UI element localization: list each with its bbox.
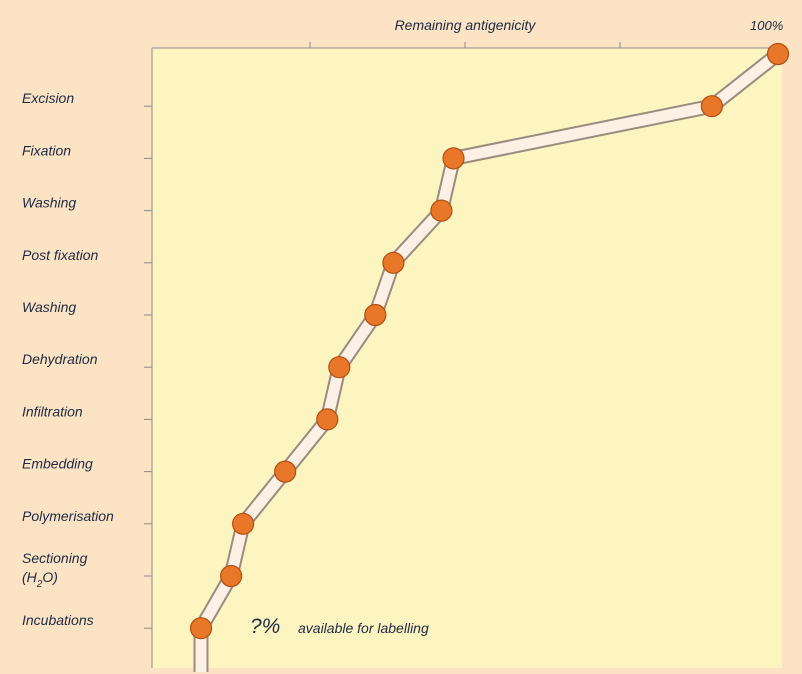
annotation: ?% available for labelling: [250, 615, 429, 638]
y-tick-label: Polymerisation: [22, 508, 114, 524]
y-tick-label: Incubations: [22, 612, 94, 628]
y-tick-label: Washing: [22, 195, 76, 211]
data-point: [232, 512, 255, 535]
data-point: [430, 199, 453, 222]
data-point: [189, 617, 213, 640]
x-ticks: [309, 42, 621, 48]
y-tick-label: Sectioning (H2O): [22, 550, 88, 590]
y-axis-labels: Excision Fixation Washing Post fixation Wash…: [22, 90, 114, 628]
y-tick-label-line2: (H: [22, 569, 38, 585]
y-tick-label: Washing: [22, 299, 76, 315]
x-axis-end-label: 100%: [750, 18, 783, 33]
y-tick-label-line2-end: O): [42, 569, 58, 585]
y-tick-label: Infiltration: [22, 403, 83, 419]
y-tick-label: Post fixation: [22, 247, 98, 263]
data-point: [766, 42, 790, 66]
data-point: [328, 356, 351, 379]
y-tick-label: Fixation: [22, 142, 71, 158]
y-tick-label: Embedding: [22, 456, 93, 472]
x-axis-title: Remaining antigenicity: [395, 17, 537, 33]
y-ticks: [144, 105, 152, 629]
data-points: [189, 42, 790, 640]
plot-area: [152, 48, 782, 668]
subscript: 2: [36, 579, 43, 590]
data-point: [220, 564, 243, 588]
data-point: [316, 408, 339, 431]
data-point: [364, 303, 387, 327]
data-point: [274, 460, 297, 483]
annotation-text: available for labelling: [298, 620, 429, 636]
y-tick-label-line1: Sectioning: [22, 550, 88, 566]
y-tick-label: Dehydration: [22, 351, 98, 367]
data-point: [700, 95, 724, 118]
annotation-mark: ?%: [250, 615, 280, 638]
y-tick-label: Excision: [22, 90, 74, 106]
data-point: [382, 251, 405, 274]
data-point: [442, 147, 465, 170]
